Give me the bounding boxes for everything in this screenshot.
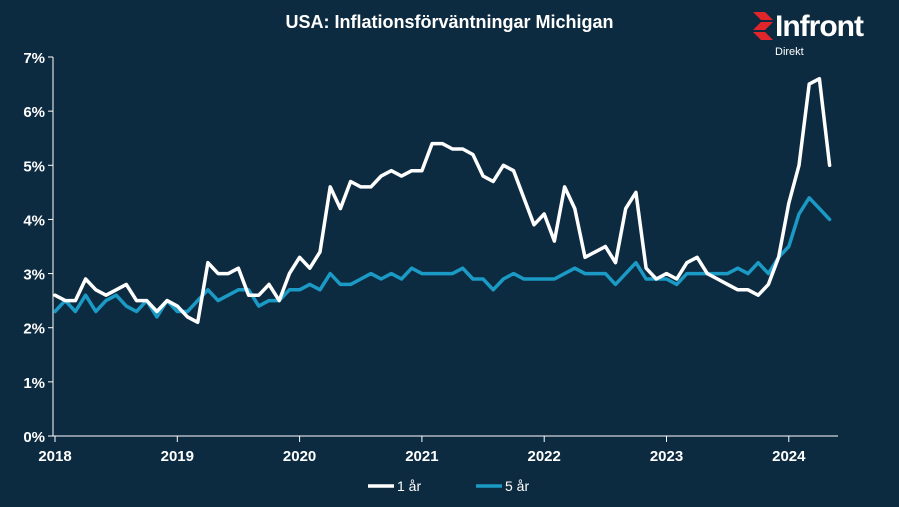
- y-tick-label: 3%: [23, 267, 45, 284]
- y-axis: 0% 1% 2% 3% 4% 5% 6% 7%: [23, 50, 54, 446]
- x-tick-label: 2021: [405, 448, 438, 465]
- x-tick-label: 2018: [38, 448, 71, 465]
- x-tick-label: 2023: [650, 448, 683, 465]
- brand-logo: Infront Direkt: [753, 10, 883, 64]
- chart-title: USA: Inflationsförväntningar Michigan: [285, 12, 614, 32]
- legend-label: 5 år: [505, 478, 529, 494]
- y-tick-label: 7%: [23, 50, 45, 67]
- y-tick-label: 0%: [23, 429, 45, 446]
- x-tick-label: 2022: [528, 448, 561, 465]
- series-line-1: [53, 76, 832, 325]
- brand-subtitle: Direkt: [775, 46, 804, 58]
- series-line-2: [53, 196, 832, 319]
- y-tick-label: 6%: [23, 104, 45, 121]
- x-tick-label: 2020: [283, 448, 316, 465]
- y-tick-label: 4%: [23, 212, 45, 229]
- brand-name: Infront: [775, 10, 864, 43]
- infront-logo-icon: [753, 12, 773, 40]
- series-layer: [53, 76, 832, 325]
- y-tick-label: 5%: [23, 158, 45, 175]
- legend: 1 år 5 år: [368, 478, 529, 494]
- legend-label: 1 år: [397, 478, 421, 494]
- x-axis: 2018 2019 2020 2021 2022 2023 2024: [38, 435, 838, 465]
- x-tick-label: 2024: [772, 448, 806, 465]
- y-tick-label: 2%: [23, 321, 45, 338]
- x-tick-label: 2019: [161, 448, 194, 465]
- y-tick-label: 1%: [23, 375, 45, 392]
